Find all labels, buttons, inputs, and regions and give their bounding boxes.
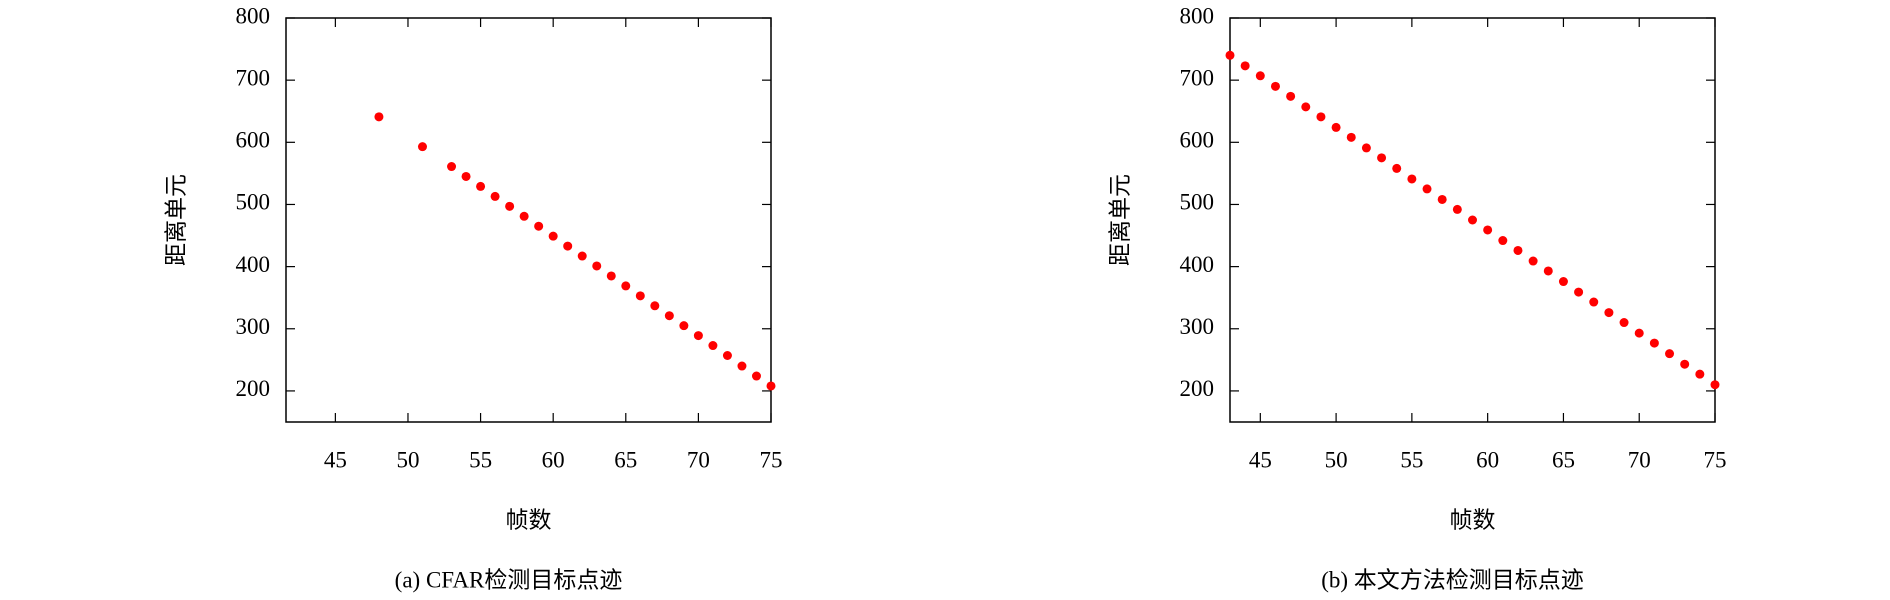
y-tick-label: 300 [236,314,271,339]
point [722,350,732,360]
x-tick-label: 50 [396,447,419,472]
point [1331,122,1341,132]
x-tick-label: 65 [1552,447,1575,472]
point [1377,153,1387,163]
point [1407,174,1417,184]
y-axis-label: 距离单元 [163,174,188,266]
point [447,162,457,172]
point [664,311,674,321]
point [737,361,747,371]
y-tick-label: 300 [1180,314,1215,339]
point [1225,50,1235,60]
point [708,341,718,351]
x-tick-label: 60 [1476,447,1499,472]
point [606,271,616,281]
point [505,201,515,211]
point [461,171,471,181]
x-tick-label: 50 [1325,447,1348,472]
point [490,191,500,201]
point [1437,194,1447,204]
y-tick-label: 200 [236,376,271,401]
point [1695,369,1705,379]
point [1574,287,1584,297]
point [1513,245,1523,255]
x-tick-label: 45 [324,447,347,472]
x-tick-label: 75 [1704,447,1727,472]
y-tick-label: 700 [1180,65,1215,90]
point [1665,349,1675,359]
point [1255,71,1265,81]
point [1649,338,1659,348]
y-tick-label: 400 [236,252,271,277]
point [1286,91,1296,101]
point [635,291,645,301]
point [621,281,631,291]
y-tick-label: 800 [236,3,271,28]
point [1558,277,1568,287]
x-tick-label: 70 [1628,447,1651,472]
point [1528,256,1538,266]
point [679,321,689,331]
point [417,142,427,152]
y-tick-label: 500 [236,190,271,215]
x-tick-label: 75 [760,447,783,472]
x-tick-label: 70 [687,447,710,472]
point [1680,359,1690,369]
point [1619,318,1629,328]
y-tick-label: 600 [1180,128,1215,153]
point [1498,236,1508,246]
point [693,331,703,341]
x-tick-label: 65 [614,447,637,472]
point [1422,184,1432,194]
point [519,211,529,221]
point [766,381,776,391]
caption: (a) CFAR检测目标点迹 [395,567,623,592]
x-tick-label: 45 [1249,447,1272,472]
x-tick-label: 55 [1400,447,1423,472]
x-tick-label: 55 [469,447,492,472]
y-tick-label: 800 [1180,3,1215,28]
y-tick-label: 600 [236,128,271,153]
point [1604,308,1614,318]
point [1270,81,1280,91]
y-tick-label: 400 [1180,252,1215,277]
plot-frame [285,17,772,423]
x-axis-label: 帧数 [1450,507,1496,532]
point [534,221,544,231]
point [548,231,558,241]
point [1543,266,1553,276]
point [1361,143,1371,153]
point [1240,61,1250,71]
point [1301,102,1311,112]
caption: (b) 本文方法检测目标点迹 [1321,567,1584,592]
plot-frame [1229,17,1716,423]
y-tick-label: 700 [236,65,271,90]
point [577,251,587,261]
point [1589,297,1599,307]
y-tick-label: 500 [1180,190,1215,215]
y-tick-label: 200 [1180,376,1215,401]
x-tick-label: 60 [542,447,565,472]
point [650,301,660,311]
point [476,181,486,191]
point [1316,112,1326,122]
point [1710,380,1720,390]
point [1392,163,1402,173]
point [1468,215,1477,225]
point [592,261,602,271]
point [374,112,384,122]
point [751,371,761,381]
point [1452,204,1462,214]
x-axis-label: 帧数 [506,507,552,532]
point [563,241,573,251]
point [1634,328,1644,338]
point [1483,225,1493,235]
point [1346,132,1356,142]
y-axis-label: 距离单元 [1107,174,1132,266]
